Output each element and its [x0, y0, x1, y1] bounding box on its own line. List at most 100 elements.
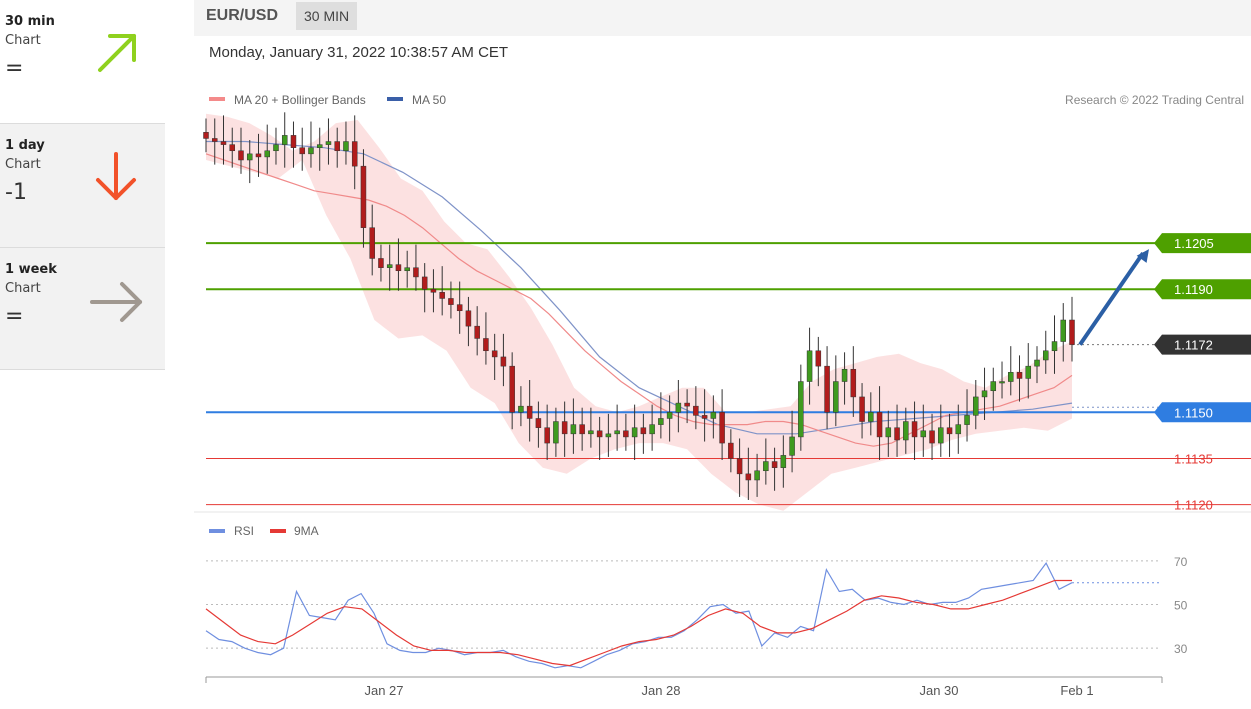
- ma20-legend-label: MA 20 + Bollinger Bands: [234, 93, 366, 107]
- candle: [465, 296, 472, 347]
- candle: [973, 380, 979, 430]
- candle: [211, 118, 218, 165]
- candle: [255, 133, 262, 177]
- candle: [246, 140, 253, 184]
- candle: [771, 447, 778, 491]
- moving-averages: [205, 140, 1073, 447]
- candle: [299, 127, 305, 171]
- rsi-tick-label: 50: [1174, 599, 1188, 613]
- candle: [1069, 296, 1075, 362]
- sidebar-item-score: =: [5, 304, 24, 329]
- candle: [325, 118, 332, 165]
- candle: [386, 244, 393, 291]
- rsi-ma-legend-swatch: [270, 529, 286, 533]
- sidebar-item-30min[interactable]: 30 min Chart =: [0, 0, 165, 124]
- price-legend: MA 20 + Bollinger Bands MA 50 Research ©…: [209, 93, 1244, 107]
- sidebar-item-1week[interactable]: 1 week Chart =: [0, 248, 165, 370]
- candle: [903, 407, 909, 454]
- last-level-label: 1.1172: [1174, 338, 1213, 353]
- candle: [1016, 355, 1023, 402]
- copyright-label: Research © 2022 Trading Central: [1065, 93, 1244, 107]
- arrow-up-right-icon: [98, 34, 136, 72]
- chart-header: EUR/USD 30 MIN: [194, 0, 1251, 36]
- candle: [850, 346, 857, 417]
- candle: [728, 429, 734, 473]
- candle: [614, 404, 620, 451]
- x-axis: Jan 27 Jan 28 Jan 30 Feb 1: [205, 676, 1163, 698]
- x-tick-label: Jan 27: [364, 683, 403, 698]
- candle: [833, 355, 839, 427]
- candle: [238, 127, 244, 174]
- candle: [369, 204, 375, 276]
- candle: [220, 115, 227, 165]
- arrow-right-icon: [90, 282, 142, 322]
- rsi-legend: RSI 9MA: [209, 524, 319, 538]
- candle: [623, 413, 629, 451]
- candle: [561, 401, 568, 457]
- candle: [955, 404, 962, 454]
- candle: [736, 438, 743, 497]
- resistance-level-tag: [1154, 233, 1251, 254]
- support-level-label: 1.1135: [1174, 451, 1213, 466]
- candle: [701, 389, 708, 442]
- candle: [500, 333, 507, 387]
- resistance-level-label: 1.1205: [1174, 236, 1214, 251]
- candle: [780, 435, 787, 488]
- candle: [456, 281, 463, 334]
- target-arrow-shaft: [1078, 251, 1145, 346]
- candle: [509, 352, 515, 430]
- rsi-legend-swatch: [209, 529, 225, 533]
- bollinger-band-area: [206, 113, 1072, 511]
- candle: [1025, 343, 1032, 399]
- candle: [334, 127, 340, 168]
- candle: [885, 410, 892, 457]
- candle: [544, 404, 550, 460]
- candle: [229, 127, 235, 168]
- ma20-line: [205, 153, 1073, 447]
- candle: [360, 149, 367, 248]
- candle: [868, 392, 874, 436]
- sidebar-item-period: 1 week: [5, 262, 57, 277]
- rsi-series-rsi: [205, 561, 1073, 669]
- bollinger-bands: [206, 113, 1072, 511]
- candle: [483, 312, 489, 365]
- resistance-level-label: 1.1190: [1174, 282, 1213, 297]
- candle: [404, 250, 410, 288]
- timeframe-button[interactable]: 30 MIN: [296, 2, 358, 30]
- timeframe-sidebar: 30 min Chart = 1 day Chart -1 1 week Cha…: [0, 0, 165, 370]
- rsi-tick-label: 70: [1174, 555, 1188, 569]
- symbol-label: EUR/USD: [206, 7, 279, 24]
- candle: [588, 407, 594, 448]
- candle: [649, 404, 655, 451]
- candle: [264, 124, 270, 174]
- candle: [763, 438, 769, 485]
- candle: [824, 346, 830, 430]
- sidebar-item-period: 30 min: [5, 14, 55, 29]
- candle: [518, 386, 524, 427]
- candle: [981, 367, 988, 420]
- candle: [719, 389, 725, 460]
- candle: [491, 333, 498, 380]
- candle: [1034, 346, 1040, 384]
- pivot-level-tag: [1154, 402, 1251, 423]
- chart-panel: EUR/USD 30 MIN Monday, January 31, 2022 …: [194, 0, 1251, 709]
- x-tick-label: Jan 28: [641, 683, 680, 698]
- rsi-tick-label: 30: [1174, 642, 1188, 656]
- candle: [938, 404, 944, 457]
- candle: [439, 266, 445, 316]
- candle: [1008, 346, 1014, 396]
- candle: [911, 401, 918, 460]
- candle: [789, 410, 795, 473]
- support-level-label: 1.1120: [1174, 498, 1213, 513]
- sidebar-item-1day[interactable]: 1 day Chart -1: [0, 124, 165, 248]
- candle: [474, 306, 480, 356]
- price-chart: MA 20 + Bollinger Bands MA 50 Research ©…: [194, 93, 1251, 698]
- rsi-legend-label: RSI: [234, 524, 254, 538]
- candle: [596, 416, 603, 460]
- sidebar-item-period: 1 day: [5, 138, 45, 153]
- candle: [693, 386, 699, 430]
- candle: [351, 115, 358, 190]
- candle: [894, 404, 900, 457]
- target-arrow: [1078, 249, 1149, 346]
- candlesticks: [203, 112, 1075, 500]
